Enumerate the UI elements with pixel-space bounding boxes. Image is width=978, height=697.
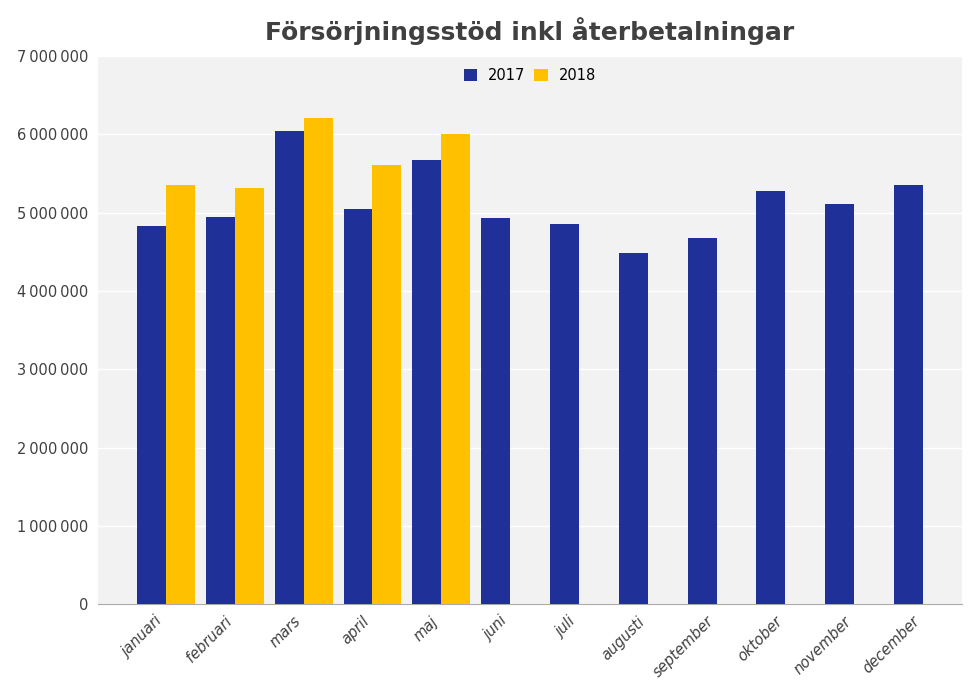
Legend: 2017, 2018: 2017, 2018 <box>459 63 600 87</box>
Bar <box>343 209 372 604</box>
Bar <box>137 226 166 604</box>
Bar <box>275 130 303 604</box>
Bar <box>756 191 784 604</box>
Bar <box>893 185 922 604</box>
Bar <box>481 218 510 604</box>
Title: Försörjningsstöd inkl återbetalningar: Försörjningsstöd inkl återbetalningar <box>265 17 794 45</box>
Bar <box>205 217 235 604</box>
Bar <box>166 185 195 604</box>
Bar <box>618 252 647 604</box>
Bar <box>550 224 578 604</box>
Bar <box>687 238 716 604</box>
Bar <box>303 118 333 604</box>
Bar <box>235 188 263 604</box>
Bar <box>412 160 441 604</box>
Bar <box>824 204 854 604</box>
Bar <box>372 165 401 604</box>
Bar <box>441 135 469 604</box>
